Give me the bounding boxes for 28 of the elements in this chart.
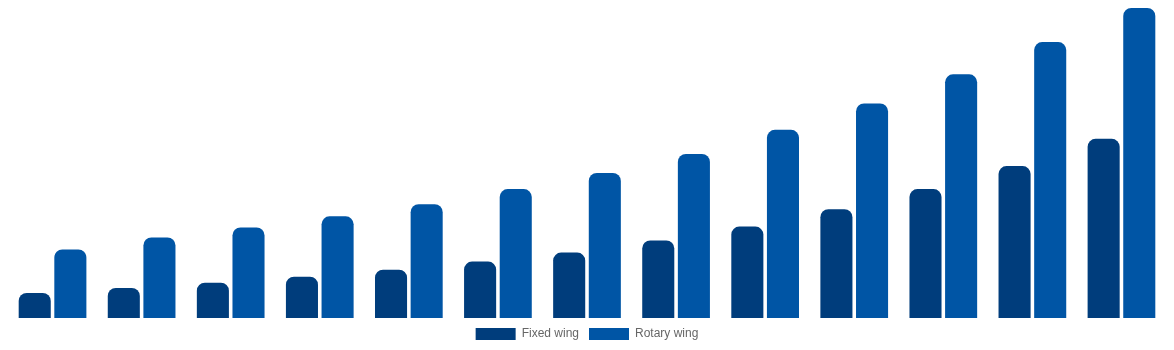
bar (196, 282, 229, 318)
bar (766, 129, 799, 318)
bar (1034, 42, 1067, 318)
bar (731, 226, 764, 318)
bar (998, 166, 1031, 318)
bar (945, 74, 978, 318)
bar (1087, 138, 1120, 318)
bar (642, 240, 675, 318)
bar (107, 287, 140, 318)
bar (856, 103, 889, 318)
bar (909, 189, 942, 318)
bar (18, 292, 51, 318)
bar (499, 189, 532, 318)
bar (588, 172, 621, 318)
bar (375, 269, 408, 318)
bar (677, 154, 710, 318)
bar (54, 249, 87, 318)
bar (232, 227, 265, 318)
bar (143, 237, 176, 318)
bar (464, 261, 497, 318)
bar (553, 252, 586, 318)
bar (1123, 8, 1156, 318)
bar (321, 216, 354, 318)
bar (820, 209, 853, 318)
bar (410, 204, 443, 318)
bar (285, 276, 318, 318)
legend-label: Rotary wing (635, 326, 699, 341)
legend-label: Fixed wing (521, 326, 579, 341)
